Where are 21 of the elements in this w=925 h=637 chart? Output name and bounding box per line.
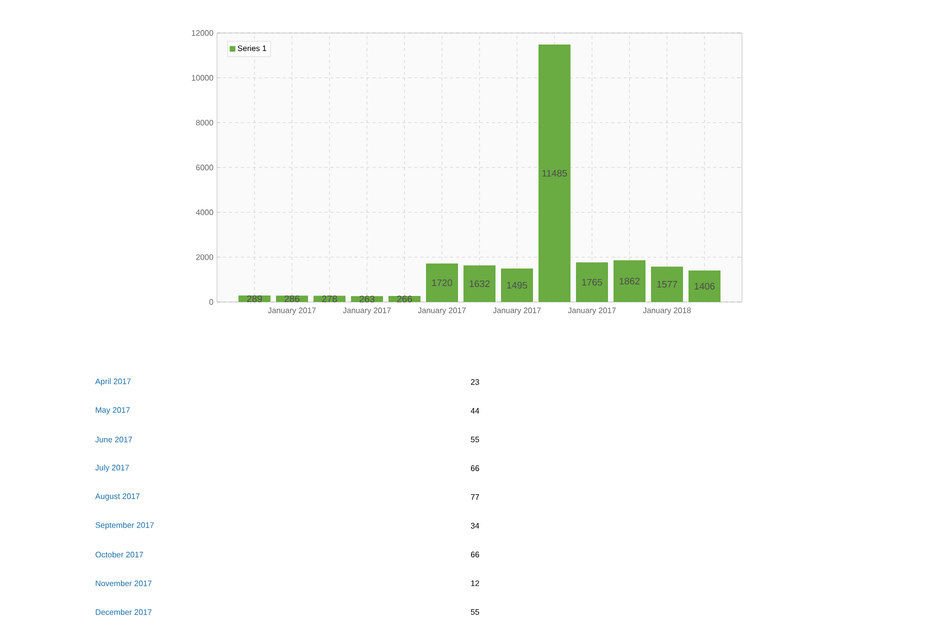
data-label: 11485 [542,170,567,177]
bar [538,44,571,302]
data-label: 1406 [694,282,715,290]
bar [426,263,458,302]
data-label: 286 [284,295,300,302]
data-label: 1862 [620,278,640,284]
data-label: 278 [322,296,337,302]
data-label: 1720 [432,279,452,286]
data-label: 1765 [582,278,602,286]
bar [614,260,646,302]
bar [688,270,721,302]
bar [501,268,534,302]
data-label: 1495 [507,282,528,289]
data-label: 263 [360,296,374,302]
bar [576,262,608,302]
bar [651,266,684,302]
data-label: 1632 [470,280,490,288]
data-label: 289 [247,295,262,302]
data-label: 266 [397,296,412,302]
bar [464,265,496,302]
data-label: 1577 [657,281,678,288]
